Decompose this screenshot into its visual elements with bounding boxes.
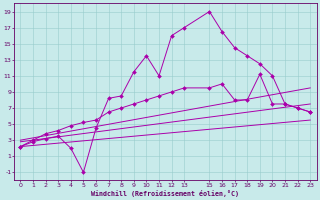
X-axis label: Windchill (Refroidissement éolien,°C): Windchill (Refroidissement éolien,°C) [91,190,239,197]
